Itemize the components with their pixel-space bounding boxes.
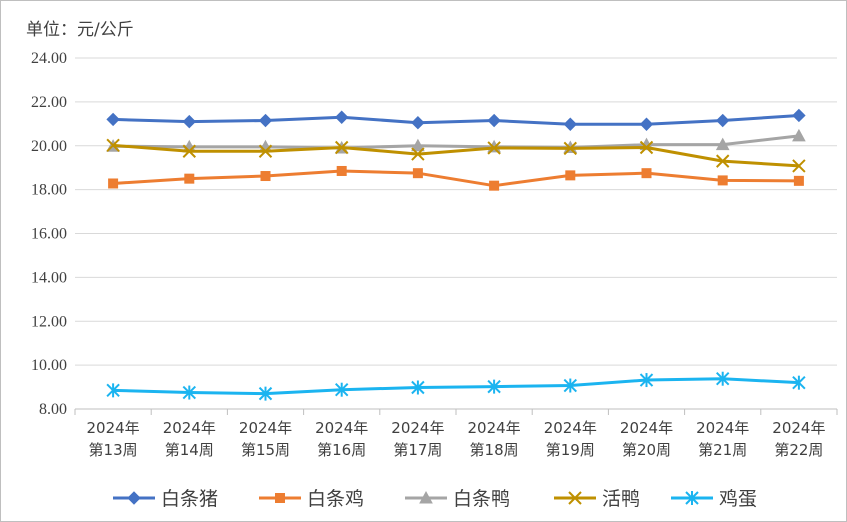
y-tick-label: 18.00	[31, 182, 67, 199]
data-point	[334, 140, 349, 155]
x-tick-label: 2024年第17周	[391, 419, 444, 459]
y-tick-label: 20.00	[31, 138, 67, 155]
data-point	[715, 154, 730, 168]
legend-marker	[127, 491, 141, 505]
data-point	[639, 117, 654, 131]
data-point	[793, 175, 804, 186]
legend-label: 鸡蛋	[719, 488, 757, 510]
data-point	[563, 378, 578, 393]
legend-marker	[419, 490, 433, 504]
data-point	[487, 113, 501, 128]
series-line	[113, 134, 800, 150]
legend-marker	[568, 491, 582, 505]
x-tick-label: 2024年第13周	[87, 419, 140, 459]
y-tick-label: 8.00	[39, 401, 67, 418]
data-point	[792, 128, 806, 142]
y-tick-label: 16.00	[31, 226, 67, 243]
series-line	[113, 169, 799, 188]
data-point	[258, 113, 273, 128]
data-point	[184, 173, 195, 184]
series-line	[113, 113, 799, 126]
data-point	[106, 112, 120, 127]
legend-marker	[275, 493, 285, 503]
x-tick-label: 2024年第19周	[544, 419, 597, 459]
data-point	[182, 144, 197, 158]
legend-item: 鸡蛋	[671, 488, 757, 510]
data-point	[563, 117, 578, 131]
data-point	[336, 165, 347, 176]
x-tick-label: 2024年第14周	[163, 419, 216, 459]
legend-item: 白条鸡	[259, 488, 364, 510]
data-point	[258, 386, 273, 401]
data-point	[334, 110, 349, 124]
legend-item: 白条猪	[113, 488, 218, 510]
data-point	[792, 375, 806, 390]
data-point	[563, 141, 578, 156]
x-tick-label: 2024年第15周	[239, 419, 292, 459]
x-tick-label: 2024年第18周	[468, 419, 521, 459]
data-point	[792, 108, 806, 123]
y-tick-label: 10.00	[31, 357, 67, 374]
legend-label: 活鸭	[602, 488, 640, 510]
data-point	[182, 114, 197, 129]
data-point	[258, 144, 273, 158]
data-point	[106, 138, 120, 153]
data-point	[108, 178, 119, 189]
data-point	[182, 385, 197, 400]
data-point	[717, 175, 728, 186]
y-tick-label: 12.00	[31, 313, 67, 330]
x-tick-label: 2024年第20周	[620, 419, 673, 459]
data-point	[715, 137, 730, 151]
unit-label: 单位：元/公斤	[26, 20, 134, 40]
data-point	[489, 180, 500, 191]
data-point	[411, 380, 425, 395]
legend-label: 白条猪	[161, 488, 218, 510]
series-line	[112, 143, 799, 168]
legend-marker	[685, 491, 699, 505]
data-point	[411, 138, 425, 152]
y-tick-label: 22.00	[31, 94, 67, 111]
data-point	[792, 159, 806, 173]
legend-item: 活鸭	[554, 488, 640, 510]
data-point	[641, 168, 652, 179]
data-point	[411, 147, 425, 161]
data-point	[106, 383, 120, 398]
y-tick-label: 14.00	[31, 269, 67, 286]
data-point	[715, 113, 730, 128]
legend-label: 白条鸡	[307, 488, 364, 510]
data-point	[639, 140, 654, 155]
data-point	[412, 168, 423, 179]
legend-item: 白条鸭	[405, 488, 510, 510]
y-tick-label: 24.00	[31, 50, 67, 67]
data-point	[487, 379, 501, 394]
data-point	[715, 371, 730, 386]
legend-label: 白条鸭	[453, 488, 510, 510]
data-point	[639, 373, 654, 388]
data-point	[565, 170, 576, 181]
x-tick-label: 2024年第21周	[696, 419, 749, 459]
data-point	[487, 141, 501, 155]
x-tick-label: 2024年第16周	[315, 419, 368, 459]
data-point	[260, 171, 271, 182]
series-line	[113, 377, 799, 396]
data-point	[334, 382, 349, 397]
data-point	[411, 116, 425, 130]
x-tick-label: 2024年第22周	[772, 419, 825, 459]
